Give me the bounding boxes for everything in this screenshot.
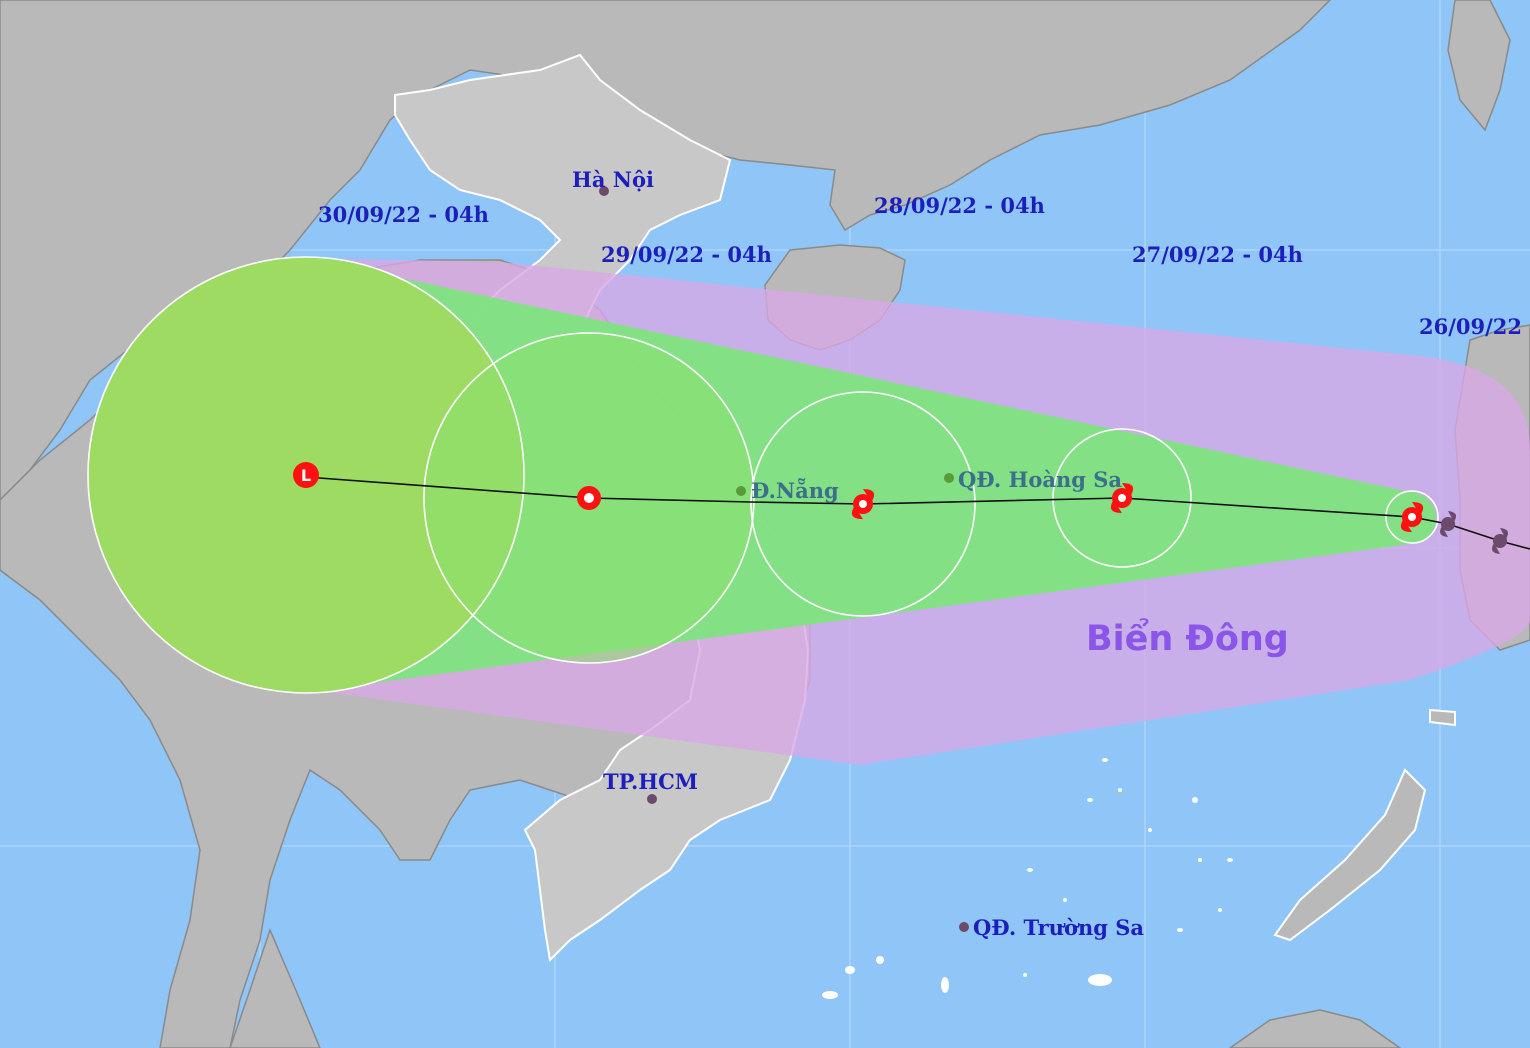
land-palawan [1273, 768, 1427, 942]
past-typhoon-icon [1440, 511, 1456, 537]
timestamp-30: 30/09/22 - 04h [318, 202, 489, 227]
wind-circle-28 [750, 391, 976, 617]
truongsa-marker [959, 922, 969, 932]
danang-marker [736, 486, 746, 496]
wind-circle-27 [1052, 428, 1192, 568]
place-markers [599, 186, 969, 932]
hcm-marker [647, 794, 657, 804]
spratly-islands [822, 758, 1233, 999]
label-truongsa: QĐ. Trường Sa [973, 915, 1144, 940]
typhoon-icon [851, 489, 875, 519]
wind-circles [87, 256, 1439, 694]
storm-symbols: L [293, 462, 1424, 532]
timestamp-29: 29/09/22 - 04h [601, 242, 772, 267]
low-pressure-label: L [301, 466, 311, 485]
typhoon-icon [1110, 483, 1134, 513]
label-danang: Đ.Nẵng [751, 478, 839, 503]
timestamp-labels: 26/09/22 - 0 27/09/22 - 04h 28/09/22 - 0… [318, 193, 1530, 339]
land-malay [229, 927, 321, 1048]
hanoi-marker [599, 186, 609, 196]
hoangsa-marker [944, 473, 954, 483]
wind-circle-30 [87, 256, 525, 694]
sea-label: Biển Đông [1086, 617, 1289, 659]
land-borneo [1228, 1009, 1402, 1048]
timestamp-27: 27/09/22 - 04h [1132, 242, 1303, 267]
past-track-line [1411, 516, 1530, 550]
land-mindoro [1429, 708, 1456, 727]
typhoon-icon [1400, 502, 1424, 532]
label-hcm: TP.HCM [603, 769, 698, 794]
depression-icon [577, 486, 601, 510]
place-labels: Hà Nội Đ.Nẵng QĐ. Hoàng Sa TP.HCM QĐ. Tr… [572, 167, 1144, 940]
wind-circle-26 [1385, 490, 1439, 544]
land-taiwan [1447, 0, 1511, 132]
storm-track-line [305, 476, 1413, 518]
label-hoangsa: QĐ. Hoàng Sa [958, 467, 1122, 492]
timestamp-28: 28/09/22 - 04h [874, 193, 1045, 218]
label-hanoi: Hà Nội [572, 167, 654, 192]
wind-circle-29 [423, 332, 755, 664]
low-pressure-icon: L [293, 462, 319, 488]
past-positions [1440, 511, 1508, 554]
past-typhoon-icon [1492, 528, 1508, 554]
timestamp-26: 26/09/22 - 0 [1419, 314, 1530, 339]
